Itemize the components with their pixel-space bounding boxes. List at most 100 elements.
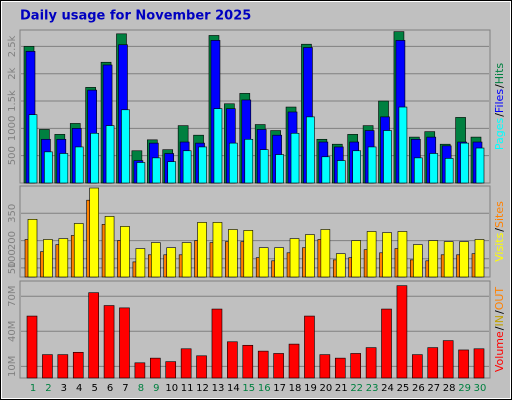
bar	[306, 116, 315, 184]
bar	[274, 247, 284, 278]
bar	[259, 149, 269, 184]
bar	[443, 241, 454, 278]
bar	[365, 347, 377, 379]
bar	[57, 354, 69, 379]
y-tick-label: 350	[7, 204, 18, 223]
y-tick-label: 10M	[7, 356, 18, 377]
bar	[243, 230, 254, 278]
x-tick-label: 15	[242, 383, 255, 394]
legend: Pages/Files/Hits	[493, 63, 506, 151]
bar	[182, 150, 192, 184]
legend: Volume/IN/OUT	[493, 287, 506, 373]
bar	[228, 229, 238, 278]
legend-entry: Sites	[493, 201, 506, 228]
bar	[335, 253, 346, 278]
bar	[58, 238, 69, 278]
y-tick-label: 100	[7, 249, 18, 268]
bar	[212, 222, 223, 278]
bar	[458, 349, 469, 379]
bar	[382, 232, 392, 278]
bar	[120, 226, 130, 278]
x-tick-label: 12	[196, 383, 209, 394]
bar	[460, 142, 469, 184]
y-tick-label: 2k	[7, 67, 18, 79]
x-tick-label: 26	[412, 383, 425, 394]
bar	[474, 239, 485, 278]
bar	[429, 153, 439, 184]
bar	[180, 348, 192, 379]
legend-separator: /	[493, 84, 506, 88]
y-tick-label: 2.5k	[7, 35, 18, 57]
bar	[288, 343, 300, 379]
bar	[413, 244, 423, 278]
x-tick-label: 1	[30, 383, 36, 394]
bar	[104, 216, 115, 278]
bar	[350, 353, 361, 379]
bar	[44, 151, 53, 184]
bar	[72, 351, 84, 379]
bar	[166, 247, 177, 278]
bar	[42, 354, 53, 379]
bar	[397, 231, 408, 278]
bar	[27, 219, 38, 278]
bar	[196, 355, 207, 379]
legend-separator: /	[493, 228, 506, 232]
x-tick-label: 8	[138, 383, 144, 394]
bar	[89, 187, 99, 278]
x-tick-label: 4	[76, 383, 82, 394]
bar	[414, 157, 423, 184]
bar	[367, 146, 377, 184]
x-tick-label: 24	[381, 383, 394, 394]
legend-separator: /	[493, 326, 506, 330]
legend-entry: OUT	[493, 287, 506, 311]
x-tick-label: 27	[427, 383, 440, 394]
bar	[428, 240, 439, 278]
x-tick-label: 7	[122, 383, 128, 394]
bar	[135, 248, 146, 278]
bar	[134, 362, 146, 379]
bar	[475, 147, 485, 184]
bar	[119, 307, 130, 379]
bar	[334, 357, 346, 379]
x-tick-label: 10	[165, 383, 178, 394]
bar	[319, 354, 331, 379]
bar	[381, 308, 392, 379]
bar	[150, 357, 161, 379]
legend-entry: Pages	[493, 118, 506, 151]
bar	[275, 154, 284, 184]
y-tick-label: 50	[7, 262, 18, 275]
x-tick-label: 28	[443, 383, 456, 394]
bar	[442, 340, 454, 379]
legend-separator: /	[493, 310, 506, 314]
bar	[473, 348, 485, 379]
bar	[459, 241, 469, 278]
y-tick-label: 40M	[7, 321, 18, 342]
legend: Visits/Sites	[493, 201, 506, 262]
bar	[412, 354, 423, 379]
x-tick-label: 18	[289, 383, 302, 394]
bar	[152, 157, 161, 184]
bar	[366, 231, 377, 278]
x-tick-label: 17	[273, 383, 286, 394]
bar	[427, 347, 439, 379]
bar	[336, 160, 346, 184]
legend-entry: IN	[493, 315, 506, 326]
bar	[59, 153, 69, 184]
bar	[151, 242, 161, 278]
x-tick-label: 29	[458, 383, 471, 394]
bar	[197, 222, 207, 278]
x-tick-label: 19	[304, 383, 317, 394]
bar	[398, 106, 408, 184]
x-tick-label: 25	[397, 383, 410, 394]
x-tick-label: 21	[335, 383, 348, 394]
bar	[73, 223, 84, 278]
bar	[352, 150, 361, 184]
bar	[244, 138, 254, 184]
bar	[88, 292, 99, 379]
bar	[165, 361, 177, 379]
y-tick-label: 200	[7, 231, 18, 250]
bar	[167, 161, 177, 184]
bar	[121, 109, 130, 184]
bar	[289, 238, 300, 278]
legend-entry: Hits	[493, 63, 506, 85]
